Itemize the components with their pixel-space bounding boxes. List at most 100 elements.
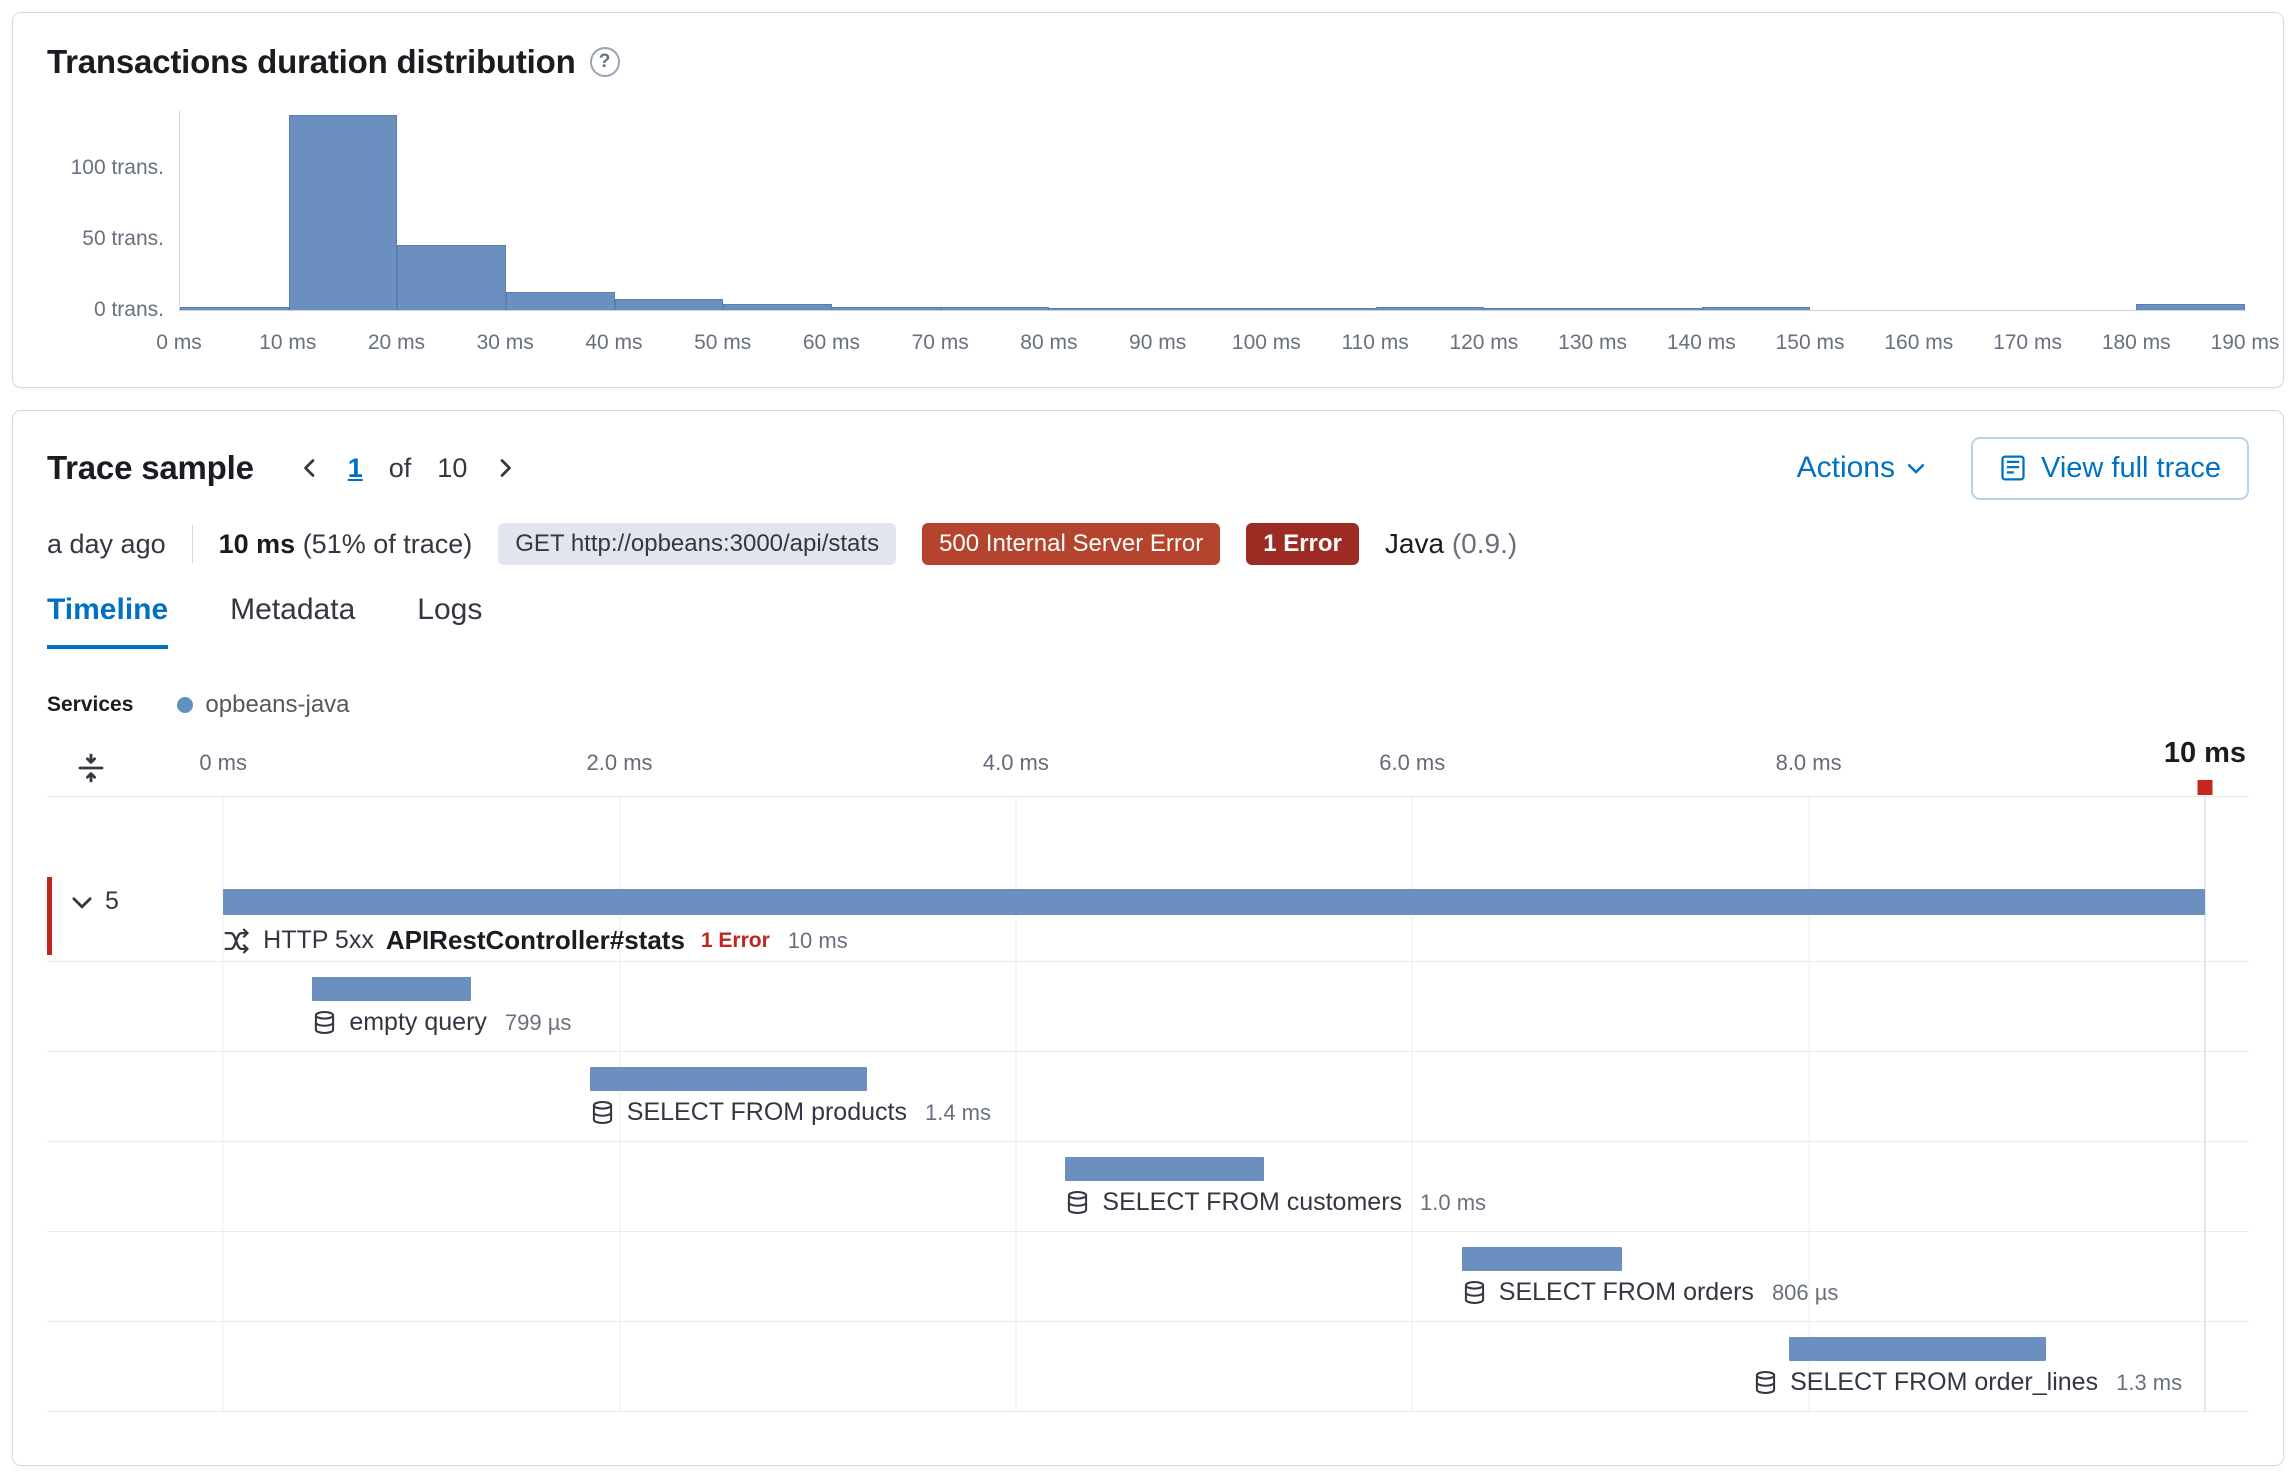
help-icon[interactable]: ? <box>589 47 620 77</box>
actions-menu-button[interactable]: Actions <box>1797 451 1927 485</box>
histogram-bar[interactable] <box>614 298 724 310</box>
histogram-bar[interactable] <box>1049 308 1159 310</box>
span-label: SELECT FROM customers 1.0 ms <box>1065 1188 1486 1217</box>
span-bar[interactable] <box>589 1067 868 1091</box>
trace-sample-title: Trace sample <box>47 449 254 486</box>
error-count-badge[interactable]: 1 Error <box>1246 523 1359 565</box>
histogram-x-tick: 160 ms <box>1884 331 1954 354</box>
view-full-trace-label: View full trace <box>2041 451 2221 484</box>
transaction-name: APIRestController#stats <box>385 925 685 955</box>
histogram-x-tick: 80 ms <box>1020 331 1078 354</box>
waterfall: 0 ms 2.0 ms 4.0 ms 6.0 ms 8.0 ms 10 ms 5 HTTP … <box>47 731 2249 1412</box>
duration-distribution-panel: Transactions duration distribution ? 0 t… <box>12 12 2284 388</box>
database-icon <box>592 1101 612 1124</box>
histogram-bar[interactable] <box>1484 308 1593 310</box>
span-label: SELECT FROM order_lines 1.3 ms <box>1753 1368 2182 1397</box>
histogram-bar[interactable] <box>180 307 289 310</box>
agent-name: Java <box>1384 528 1445 559</box>
trace-end-line <box>2204 797 2206 1412</box>
histogram-x-tick: 10 ms <box>259 331 317 354</box>
histogram-bar[interactable] <box>940 307 1050 310</box>
waterfall-row: SELECT FROM orders 806 µs <box>47 1232 2249 1322</box>
expand-children-button[interactable]: 5 <box>69 887 119 916</box>
child-span-count: 5 <box>105 887 119 915</box>
histogram-bar[interactable] <box>2136 304 2245 310</box>
database-icon <box>1756 1371 1776 1394</box>
span-duration: 1.0 ms <box>1420 1189 1487 1215</box>
span-name: SELECT FROM orders <box>1498 1278 1754 1306</box>
histogram-bar[interactable] <box>832 307 941 310</box>
tab-metadata[interactable]: Metadata <box>230 593 356 626</box>
span-duration: 806 µs <box>1771 1279 1839 1305</box>
transaction-result: HTTP 5xx <box>263 926 374 954</box>
histogram-bar[interactable] <box>288 115 398 310</box>
agent-version: (0.9.) <box>1451 528 1518 559</box>
waterfall-grid-line <box>1015 797 1017 1412</box>
histogram-bar[interactable] <box>723 304 833 310</box>
histogram-x-tick: 100 ms <box>1231 331 1301 354</box>
service-color-dot <box>177 697 194 713</box>
chevron-left-icon <box>303 459 315 477</box>
view-full-trace-button[interactable]: View full trace <box>1971 436 2249 500</box>
waterfall-time-tick: 4.0 ms <box>982 750 1049 775</box>
distribution-title: Transactions duration distribution <box>47 43 576 80</box>
transaction-bar[interactable] <box>223 889 2205 915</box>
tab-timeline[interactable]: Timeline <box>47 593 169 649</box>
waterfall-grid-line <box>619 797 621 1412</box>
histogram-x-tick: 0 ms <box>156 331 202 354</box>
histogram-bar[interactable] <box>1701 307 1811 310</box>
histogram-x-tick: 180 ms <box>2101 331 2171 354</box>
chevron-right-icon <box>500 459 512 477</box>
span-duration: 799 µs <box>504 1009 572 1035</box>
histogram-x-axis: 0 ms 10 ms 20 ms 30 ms 40 ms 50 ms 60 ms 70 ms 8… <box>156 311 2279 361</box>
chevron-down-icon <box>1907 464 1925 474</box>
histogram-x-tick: 20 ms <box>367 331 426 354</box>
service-legend-item: opbeans-java <box>177 691 350 719</box>
tab-logs[interactable]: Logs <box>417 593 483 626</box>
waterfall-time-tick: 0 ms <box>199 750 247 775</box>
trace-duration-pct: (51% of trace) <box>302 528 473 559</box>
span-bar[interactable] <box>1065 1157 1264 1181</box>
transaction-icon <box>224 927 249 954</box>
histogram-x-tick: 60 ms <box>802 331 860 354</box>
waterfall-row: SELECT FROM products 1.4 ms <box>47 1052 2249 1142</box>
histogram-bar[interactable] <box>1592 308 1702 310</box>
span-bar[interactable] <box>312 977 471 1001</box>
transaction-error-count: 1 Error <box>700 928 770 952</box>
trace-time-ago: a day ago <box>47 528 166 559</box>
histogram-bar[interactable] <box>1266 308 1376 310</box>
prev-page-button[interactable] <box>298 456 322 480</box>
database-icon <box>1464 1281 1484 1304</box>
histogram-bar[interactable] <box>397 244 507 310</box>
fold-waterfall-icon[interactable] <box>75 752 107 784</box>
transaction-duration: 10 ms <box>787 927 848 953</box>
histogram-x-tick: 50 ms <box>694 331 752 354</box>
histogram-bar[interactable] <box>506 291 615 310</box>
histogram-bar[interactable] <box>1158 308 1267 310</box>
next-page-button[interactable] <box>493 456 517 480</box>
trace-header-actions: Actions View full trace <box>1797 436 2249 500</box>
duration-histogram: 0 trans. 50 trans. 100 trans. 0 ms 10 ms 20 … <box>47 111 2279 361</box>
page-of-label: of <box>388 452 412 483</box>
chevron-down-icon <box>72 896 92 908</box>
span-bar[interactable] <box>1461 1247 1623 1271</box>
histogram-x-tick: 120 ms <box>1449 331 1519 354</box>
trace-meta-row: a day ago 10 ms (51% of trace) GET http:… <box>47 521 2249 567</box>
histogram-x-tick: 30 ms <box>476 331 534 354</box>
span-duration: 1.3 ms <box>2116 1369 2183 1395</box>
histogram-y-tick: 0 trans. <box>93 298 164 321</box>
status-code-badge: 500 Internal Server Error <box>922 523 1221 565</box>
meta-divider <box>191 525 193 563</box>
waterfall-row: 5 HTTP 5xx APIRestController#stats 1 Error 1… <box>47 797 2249 962</box>
histogram-bar[interactable] <box>1375 307 1485 310</box>
waterfall-time-tick: 8.0 ms <box>1775 750 1842 775</box>
database-icon <box>315 1011 335 1034</box>
span-name: empty query <box>349 1008 487 1036</box>
waterfall-grid-line <box>1411 797 1413 1412</box>
span-bar[interactable] <box>1788 1337 2047 1361</box>
histogram-x-tick: 150 ms <box>1775 331 1845 354</box>
actions-label: Actions <box>1796 451 1895 484</box>
current-page[interactable]: 1 <box>347 452 363 483</box>
trace-end-marker <box>2197 780 2213 795</box>
